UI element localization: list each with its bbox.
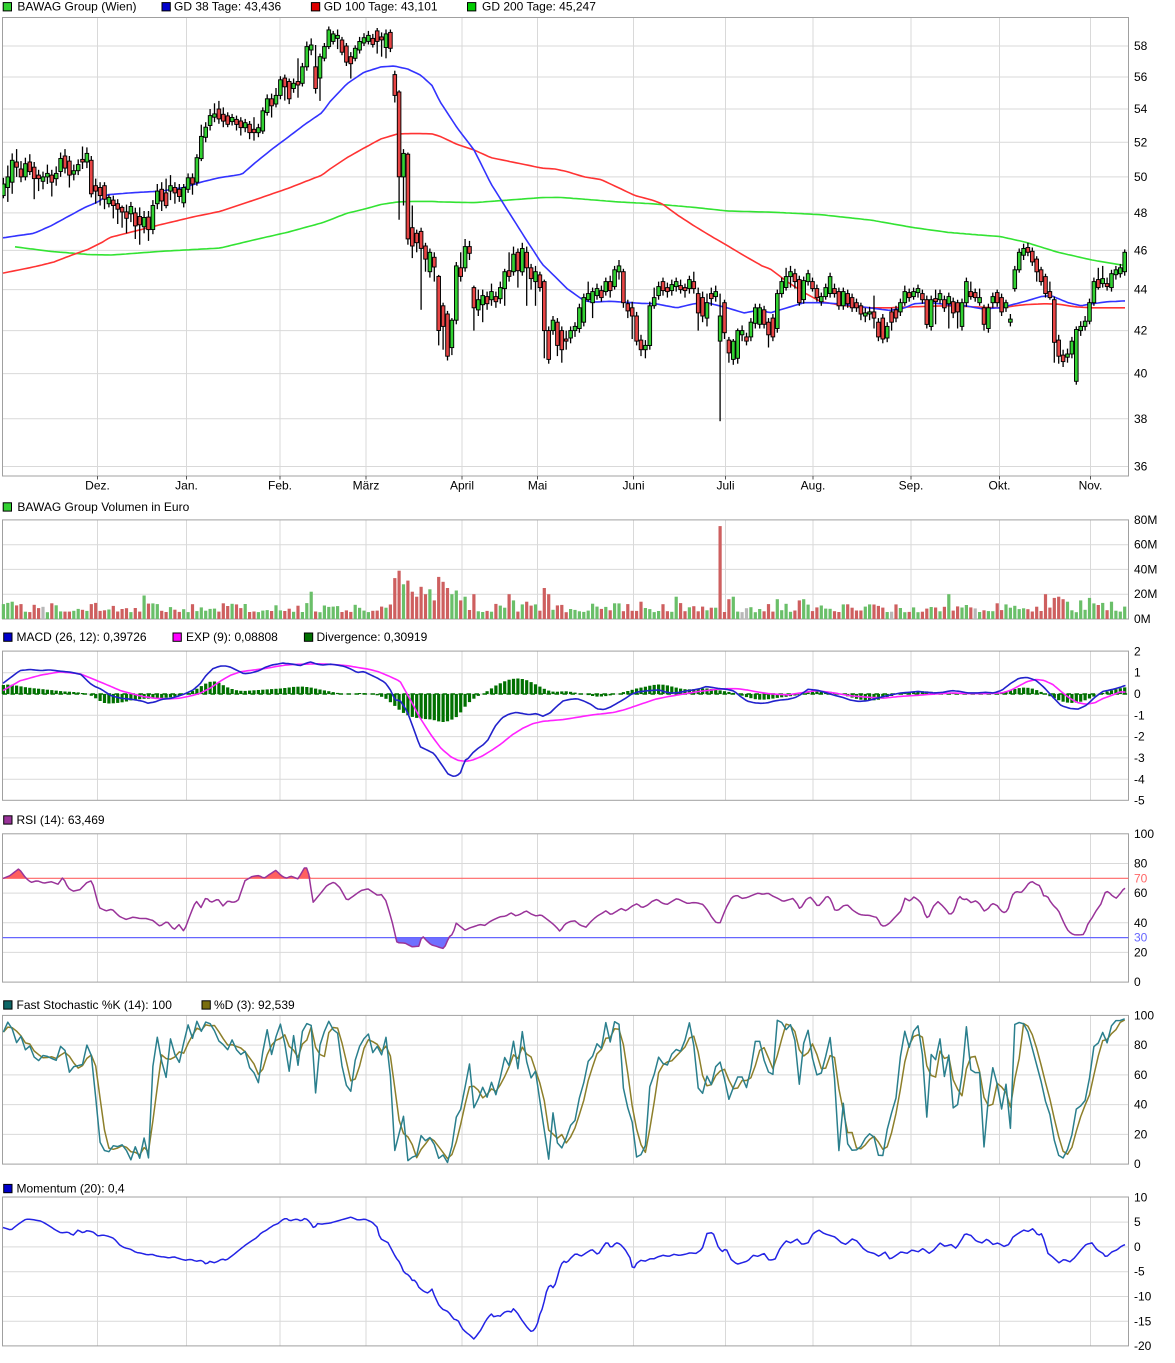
svg-text:80M: 80M xyxy=(1134,513,1157,527)
svg-text:20: 20 xyxy=(1134,1127,1148,1141)
svg-text:40: 40 xyxy=(1134,367,1148,381)
svg-text:BAWAG Group Volumen in Euro: BAWAG Group Volumen in Euro xyxy=(17,500,189,514)
svg-text:0: 0 xyxy=(1134,975,1141,989)
svg-text:60: 60 xyxy=(1134,886,1148,900)
svg-text:2: 2 xyxy=(1134,644,1141,658)
svg-text:38: 38 xyxy=(1134,412,1148,426)
svg-text:46: 46 xyxy=(1134,243,1148,257)
svg-text:April: April xyxy=(450,479,474,493)
svg-text:-5: -5 xyxy=(1134,794,1145,808)
svg-text:Okt.: Okt. xyxy=(988,479,1010,493)
svg-text:60M: 60M xyxy=(1134,538,1157,552)
svg-text:%D (3): 92,539: %D (3): 92,539 xyxy=(214,998,295,1012)
svg-text:-1: -1 xyxy=(1134,708,1145,722)
svg-text:Sep.: Sep. xyxy=(899,479,924,493)
svg-text:54: 54 xyxy=(1134,102,1148,116)
svg-text:Momentum (20): 0,4: Momentum (20): 0,4 xyxy=(17,1182,125,1196)
svg-text:0: 0 xyxy=(1134,687,1141,701)
svg-text:5: 5 xyxy=(1134,1215,1141,1229)
svg-text:60: 60 xyxy=(1134,1068,1148,1082)
svg-text:Juni: Juni xyxy=(622,479,644,493)
svg-text:Nov.: Nov. xyxy=(1079,479,1103,493)
svg-text:MACD (26, 12): 0,39726: MACD (26, 12): 0,39726 xyxy=(17,630,147,644)
svg-text:Jan.: Jan. xyxy=(175,479,198,493)
svg-text:100: 100 xyxy=(1134,1008,1154,1022)
svg-text:-10: -10 xyxy=(1134,1290,1152,1304)
svg-text:40: 40 xyxy=(1134,1098,1148,1112)
svg-text:GD 100 Tage: 43,101: GD 100 Tage: 43,101 xyxy=(324,0,438,14)
svg-text:0: 0 xyxy=(1134,1157,1141,1171)
svg-text:Juli: Juli xyxy=(716,479,734,493)
svg-text:-4: -4 xyxy=(1134,772,1145,786)
svg-text:Mai: Mai xyxy=(528,479,547,493)
svg-text:40M: 40M xyxy=(1134,562,1157,576)
svg-text:80: 80 xyxy=(1134,857,1148,871)
svg-text:1: 1 xyxy=(1134,666,1141,680)
svg-text:20M: 20M xyxy=(1134,587,1157,601)
svg-text:GD 38 Tage: 43,436: GD 38 Tage: 43,436 xyxy=(174,0,282,14)
svg-text:März: März xyxy=(353,479,380,493)
svg-text:50: 50 xyxy=(1134,170,1148,184)
svg-text:40: 40 xyxy=(1134,916,1148,930)
svg-text:58: 58 xyxy=(1134,39,1148,53)
svg-text:Dez.: Dez. xyxy=(85,479,110,493)
svg-text:80: 80 xyxy=(1134,1038,1148,1052)
svg-text:EXP (9): 0,08808: EXP (9): 0,08808 xyxy=(186,630,278,644)
svg-text:56: 56 xyxy=(1134,70,1148,84)
svg-text:36: 36 xyxy=(1134,460,1148,474)
svg-text:-15: -15 xyxy=(1134,1314,1152,1328)
svg-text:70: 70 xyxy=(1134,871,1148,885)
svg-text:BAWAG Group (Wien): BAWAG Group (Wien) xyxy=(17,0,136,14)
svg-text:48: 48 xyxy=(1134,206,1148,220)
svg-text:10: 10 xyxy=(1134,1190,1148,1204)
svg-text:100: 100 xyxy=(1134,827,1154,841)
svg-text:Divergence: 0,30919: Divergence: 0,30919 xyxy=(317,630,428,644)
svg-text:-20: -20 xyxy=(1134,1339,1152,1353)
svg-text:0M: 0M xyxy=(1134,612,1151,626)
svg-text:44: 44 xyxy=(1134,283,1148,297)
svg-text:Aug.: Aug. xyxy=(801,479,826,493)
svg-text:GD 200 Tage: 45,247: GD 200 Tage: 45,247 xyxy=(482,0,596,14)
svg-text:RSI (14): 63,469: RSI (14): 63,469 xyxy=(17,813,105,827)
svg-text:Fast Stochastic %K (14): 100: Fast Stochastic %K (14): 100 xyxy=(17,998,173,1012)
svg-text:Feb.: Feb. xyxy=(268,479,292,493)
svg-text:-3: -3 xyxy=(1134,751,1145,765)
svg-text:52: 52 xyxy=(1134,135,1148,149)
svg-text:0: 0 xyxy=(1134,1240,1141,1254)
svg-text:-2: -2 xyxy=(1134,730,1145,744)
svg-text:30: 30 xyxy=(1134,931,1148,945)
svg-text:-5: -5 xyxy=(1134,1265,1145,1279)
svg-text:42: 42 xyxy=(1134,324,1148,338)
svg-text:20: 20 xyxy=(1134,945,1148,959)
